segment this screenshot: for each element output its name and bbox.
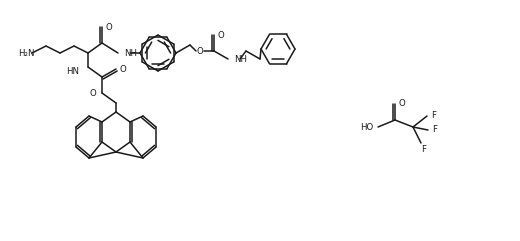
Text: O: O bbox=[120, 65, 126, 74]
Text: O: O bbox=[89, 88, 96, 98]
Text: O: O bbox=[106, 22, 112, 32]
Text: F: F bbox=[422, 146, 426, 154]
Text: H₂N: H₂N bbox=[18, 48, 34, 58]
Text: F: F bbox=[433, 126, 437, 134]
Text: O: O bbox=[218, 31, 224, 40]
Text: F: F bbox=[432, 112, 436, 120]
Text: NH: NH bbox=[124, 48, 137, 58]
Text: HO: HO bbox=[360, 122, 373, 132]
Text: O: O bbox=[399, 100, 406, 108]
Text: HN: HN bbox=[66, 67, 79, 75]
Text: NH: NH bbox=[234, 54, 247, 63]
Text: O: O bbox=[197, 47, 203, 55]
